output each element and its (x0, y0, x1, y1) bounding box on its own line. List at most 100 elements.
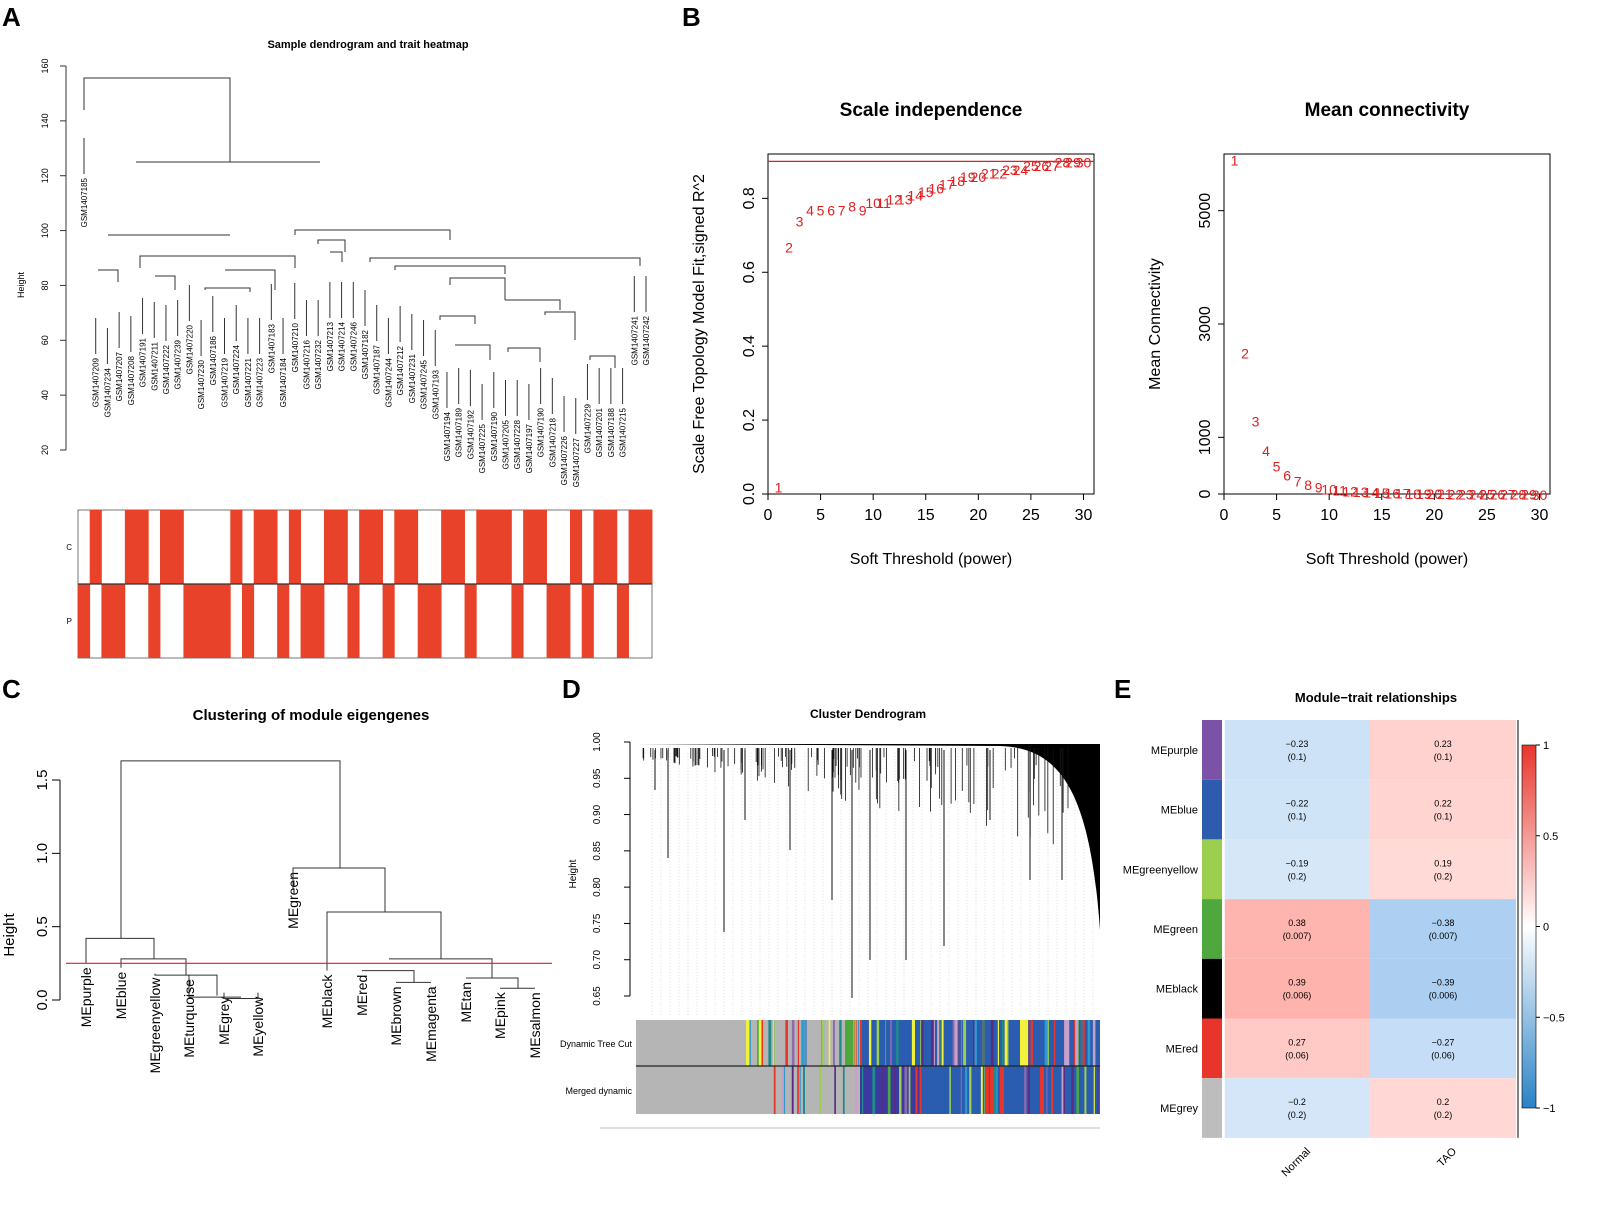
panel-d-module-stripe (1006, 1020, 1009, 1066)
panel-a-leaf-label: GSM1407188 (607, 407, 616, 457)
panel-d-module-stripe (749, 1020, 751, 1066)
panel-b-mean-connectivity-point: 24 (1469, 486, 1485, 502)
panel-b-scale-independence-point: 14 (907, 188, 923, 204)
panel-d-module-stripe (872, 1066, 876, 1114)
panel-a-dendro-link (294, 229, 451, 240)
panel-d-module-stripe (797, 1066, 799, 1114)
panel-d-module-stripe (773, 1066, 776, 1114)
panel-a-leaf-label: GSM1407193 (431, 369, 440, 419)
panel-b-mean-connectivity-point: 25 (1479, 486, 1495, 502)
panel-a-ytick-label: 80 (40, 280, 50, 290)
panel-d-module-stripe (773, 1020, 775, 1066)
panel-d-module-stripe (965, 1066, 968, 1114)
panel-d-module-stripe (1024, 1066, 1027, 1114)
panel-a-trait-cell (417, 584, 430, 658)
panel-d-cluster-dendrogram: Cluster Dendrogram 0.65 0.70 0.75 0.80 0.85 0.… (560, 707, 1100, 1129)
panel-d-row-label: Dynamic Tree Cut (560, 1039, 633, 1049)
panel-a-leaf-label: GSM1407230 (197, 359, 206, 409)
panel-c-leaf-label: MEgreenyellow (147, 977, 163, 1074)
panel-a-leaf-label: GSM1407182 (361, 329, 370, 379)
panel-a-sample-dendrogram: Sample dendrogram and trait heatmap Heigh… (16, 39, 653, 659)
panel-d-module-stripe (949, 1066, 951, 1114)
panel-b-mean-connectivity-frame (1223, 153, 1551, 495)
panel-c-leaf-label: MEtan (458, 982, 474, 1022)
panel-d-ytick-label: 0.65 (592, 986, 603, 1006)
panel-e-row-label: MEblack (1156, 984, 1199, 996)
panel-b-scale-independence-point: 19 (960, 169, 976, 185)
panel-b-mean-connectivity-ytick-label: 0 (1197, 489, 1214, 498)
panel-a-dendro-link (83, 77, 231, 162)
panel-c-leaf-label: MEblue (113, 972, 129, 1020)
panel-c-dendro-link (154, 973, 218, 996)
panel-b-mean-connectivity-point: 28 (1511, 487, 1527, 503)
panel-a-dendro-link (225, 269, 276, 290)
panel-d-module-stripe (804, 1020, 807, 1066)
panel-a-dendro-link (455, 344, 491, 360)
panel-d-module-stripe (995, 1066, 998, 1114)
panel-a-leaf-label: GSM1407226 (560, 435, 569, 485)
panel-a-trait-cell (277, 584, 290, 658)
panel-b-scale-independence-ytick-label: 0.0 (741, 483, 758, 505)
panel-b-scale-independence-xtick-label: 25 (1022, 507, 1040, 524)
panel-c-title: Clustering of module eigengenes (193, 707, 430, 724)
panel-d-module-stripe (954, 1020, 958, 1066)
panel-b-mean-connectivity-point: 21 (1437, 486, 1453, 502)
panel-d-module-stripe (758, 1020, 762, 1066)
panel-a-leaf-label: GSM1407227 (572, 437, 581, 487)
panel-a-leaf-label: GSM1407194 (443, 411, 452, 461)
panel-e-cell-value: −0.39 (1432, 978, 1455, 988)
panel-e-row-label: MEgrey (1160, 1103, 1198, 1115)
panel-d-module-stripe (1084, 1066, 1087, 1114)
panel-b-mean-connectivity-point: 22 (1448, 486, 1464, 502)
panel-e-module-color (1202, 839, 1222, 900)
panel-a-trait-cell (628, 510, 641, 584)
panel-a-leaf-label: GSM1407242 (642, 315, 651, 365)
panel-c-dendro-link (389, 958, 493, 978)
panel-d-module-stripe (887, 1066, 891, 1114)
panel-c-ylabel: Height (1, 912, 18, 956)
panel-e-cell (1370, 1018, 1516, 1079)
panel-e-module-trait-heatmap: Module−trait relationships MEpurple −0.23 (… (1123, 690, 1565, 1179)
panel-d-module-stripe (1080, 1020, 1082, 1066)
panel-d-module-stripe (1000, 1066, 1004, 1114)
panel-d-module-stripe (1030, 1020, 1033, 1066)
panel-a-leaf-label: GSM1407220 (185, 324, 194, 374)
panel-d-module-stripe (1077, 1020, 1079, 1066)
panel-a-trait-cell (534, 510, 547, 584)
panel-d-module-stripe (791, 1020, 795, 1066)
panel-d-module-stripe (997, 1020, 1000, 1066)
panel-d-module-stripe (960, 1066, 962, 1114)
panel-a-leaf-label: GSM1407244 (384, 357, 393, 407)
panel-b-mean-connectivity-xtick-label: 0 (1220, 507, 1229, 524)
panel-d-module-stripe (868, 1020, 872, 1066)
panel-b-scale-independence-point: 24 (1013, 162, 1029, 178)
panel-d-module-stripe (799, 1066, 801, 1114)
panel-label-b: B (682, 2, 701, 32)
panel-e-row-label: MEred (1166, 1043, 1198, 1055)
panel-c-dendro-link (292, 867, 386, 912)
panel-a-trait-cell (300, 584, 313, 658)
panel-e-cell-value: 0.38 (1288, 918, 1306, 928)
panel-b-mean-connectivity-ytick-label: 1000 (1197, 419, 1214, 455)
panel-d-module-stripe (832, 1020, 835, 1066)
panel-b-mean-connectivity-point: 26 (1490, 487, 1506, 503)
panel-c-dendro-link (120, 958, 187, 976)
panel-d-ytick-label: 0.80 (592, 877, 603, 897)
panel-b-mean-connectivity-point: 1 (1231, 153, 1239, 169)
panel-d-module-stripe (1040, 1066, 1044, 1114)
panel-c-dendro-link (120, 760, 341, 939)
panel-d-module-stripe (791, 1066, 794, 1114)
panel-e-cell (1224, 958, 1370, 1019)
panel-d-module-stripe (1075, 1020, 1079, 1066)
panel-e-cell-value: −0.23 (1286, 739, 1309, 749)
panel-b-mean-connectivity-point: 30 (1532, 487, 1548, 503)
panel-e-cell-pvalue: (0.2) (1434, 871, 1453, 881)
panel-b-scale-independence-xlabel: Soft Threshold (power) (850, 551, 1012, 568)
panel-b-mean-connectivity-xtick-label: 25 (1478, 507, 1496, 524)
panel-a-leaf-label: GSM1407208 (127, 355, 136, 405)
panel-a-trait-label: P (67, 617, 72, 626)
panel-a-leaf-label: GSM1407214 (338, 321, 347, 371)
panel-d-module-stripe (1047, 1020, 1049, 1066)
